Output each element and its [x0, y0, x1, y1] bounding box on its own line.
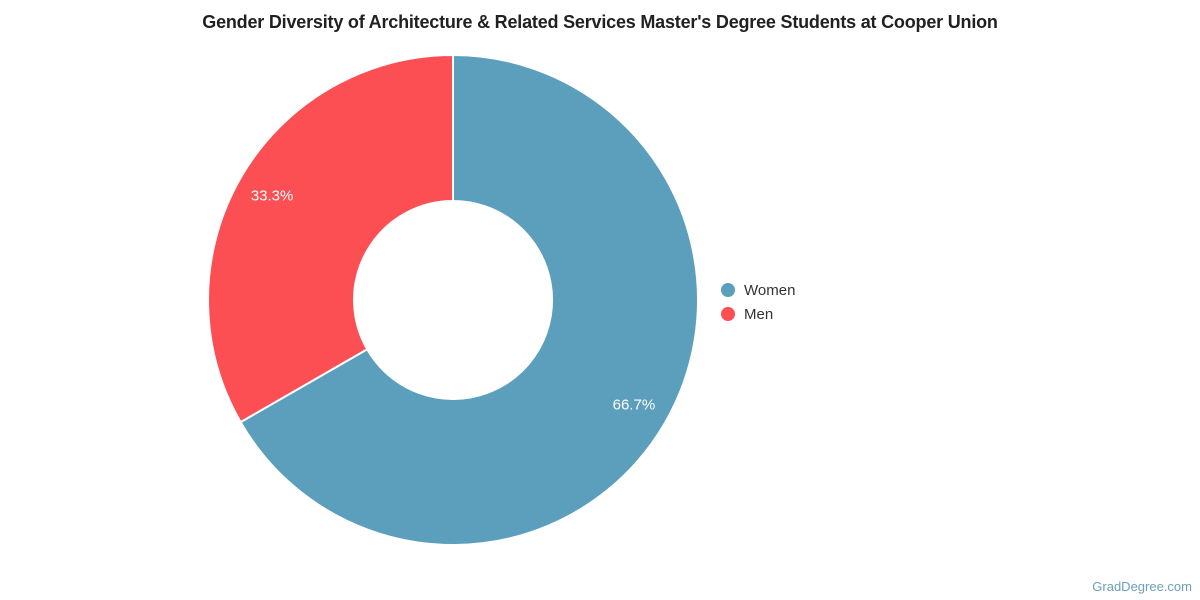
chart-title: Gender Diversity of Architecture & Relat… — [202, 12, 998, 32]
legend-marker-men-icon — [721, 307, 735, 321]
pie-slice-women[interactable] — [239, 54, 699, 546]
legend-marker-women-icon — [721, 283, 735, 297]
legend-item-women[interactable]: Women — [721, 279, 795, 301]
legend: Women Men — [721, 279, 795, 325]
legend-label-women: Women — [744, 281, 796, 299]
slice-label-men: 33.3% — [251, 187, 294, 204]
watermark: GradDegree.com — [1092, 579, 1192, 594]
legend-item-men[interactable]: Men — [721, 303, 795, 325]
pie-slice-men[interactable] — [207, 54, 454, 424]
legend-label-men: Men — [744, 305, 774, 323]
slice-label-women: 66.7% — [613, 397, 656, 414]
